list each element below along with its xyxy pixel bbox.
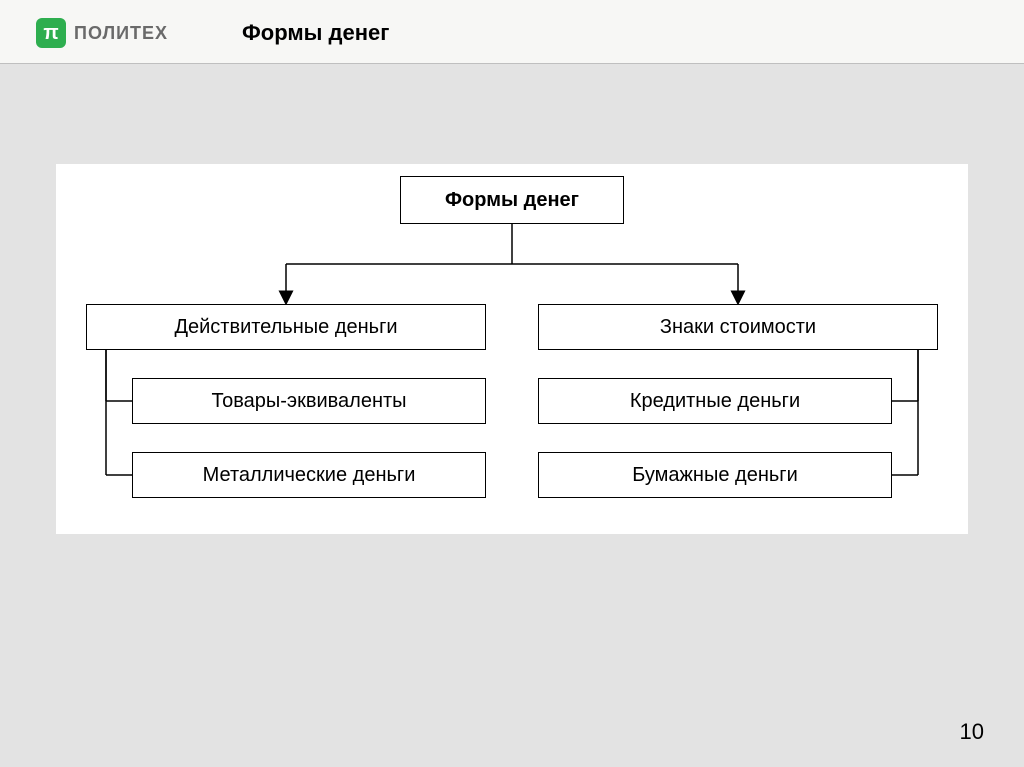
node-root: Формы денег — [400, 176, 624, 224]
page-number: 10 — [960, 719, 984, 745]
node-l1: Товары-эквиваленты — [132, 378, 486, 424]
node-l2: Металлические деньги — [132, 452, 486, 498]
logo-text: ПОЛИТЕХ — [74, 23, 168, 44]
node-r2: Бумажные деньги — [538, 452, 892, 498]
logo: π ПОЛИТЕХ — [36, 18, 168, 48]
node-right: Знаки стоимости — [538, 304, 938, 350]
slide: π ПОЛИТЕХ Формы денег Формы денег Действи… — [0, 0, 1024, 767]
pi-icon: π — [36, 18, 66, 48]
logo-glyph: π — [43, 22, 58, 45]
page-title: Формы денег — [242, 20, 389, 46]
node-r1: Кредитные деньги — [538, 378, 892, 424]
diagram-canvas: Формы денег Действительные деньги Знаки ст… — [56, 164, 968, 534]
header-bar: π ПОЛИТЕХ Формы денег — [0, 0, 1024, 64]
node-left: Действительные деньги — [86, 304, 486, 350]
